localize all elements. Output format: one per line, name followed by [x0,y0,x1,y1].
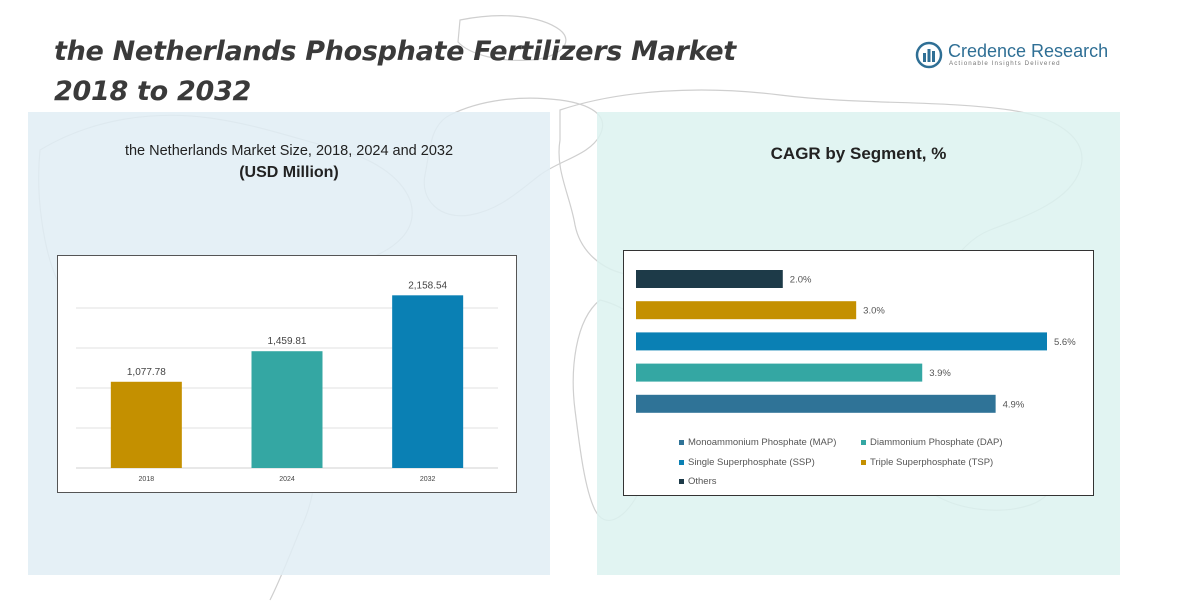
legend-label: Monoammonium Phosphate (MAP) [688,437,837,448]
legend-item-3: Triple Superphosphate (TSP) [861,457,993,468]
title-line-1: the Netherlands Phosphate Fertilizers Ma… [54,36,736,67]
legend-swatch [861,440,866,445]
cagr-bar-4 [636,394,996,413]
bar-value-label-2032: 2,158.54 [408,280,447,291]
cagr-chart: 2.0% 3.0% 5.6% 3.9% 4.9% Monoammonium Phosph… [623,250,1094,496]
bar-2024 [251,351,323,468]
legend-label: Diammonium Phosphate (DAP) [870,437,1003,448]
legend-swatch [861,460,866,465]
bar-value-label-2018: 1,077.78 [127,367,166,378]
market-size-chart-svg: 1,077.78 2018 1,459.81 2024 2,158.54 2032 [76,280,498,483]
x-tick-label-2024: 2024 [279,476,295,483]
cagr-value-label-4: 4.9% [1003,399,1025,410]
legend-swatch [679,479,684,484]
legend-label: Triple Superphosphate (TSP) [870,457,994,468]
legend-item-2: Single Superphosphate (SSP) [679,457,815,468]
credence-research-logo: Credence Research Actionable Insights De… [915,40,1109,72]
cagr-value-label-2: 5.6% [1054,337,1076,348]
legend-label: Others [688,476,717,487]
market-size-unit: (USD Million) [239,164,339,181]
title-line-2: 2018 to 2032 [54,76,251,107]
market-size-subtitle: the Netherlands Market Size, 2018, 2024 … [124,143,454,159]
x-tick-label-2018: 2018 [139,476,155,483]
cagr-title: CAGR by Segment, % [770,144,947,163]
cagr-bar-1 [636,301,857,320]
logo-tagline: Actionable Insights Delivered [949,60,1061,67]
logo-name: Credence Research [948,41,1109,61]
cagr-bar-2 [636,332,1047,351]
market-size-chart: 1,077.78 2018 1,459.81 2024 2,158.54 2032 [57,255,517,493]
cagr-bar-0 [636,270,783,288]
legend-label: Single Superphosphate (SSP) [688,457,815,468]
legend-item-1: Diammonium Phosphate (DAP) [861,437,1003,448]
cagr-bar-3 [636,363,923,382]
legend-swatch [679,460,684,465]
cagr-value-label-0: 2.0% [790,275,812,286]
cagr-chart-svg: 2.0% 3.0% 5.6% 3.9% 4.9% [636,270,1076,413]
x-tick-label-2032: 2032 [420,476,436,483]
legend-item-0: Monoammonium Phosphate (MAP) [679,437,836,448]
page-title: the Netherlands Phosphate Fertilizers Ma… [54,32,736,112]
cagr-value-label-1: 3.0% [863,306,885,317]
bar-chart-logo-icon [915,41,943,69]
legend-item-4: Others [679,476,717,487]
bar-value-label-2024: 1,459.81 [268,336,307,347]
legend-swatch [679,440,684,445]
bar-2018 [110,381,182,468]
bar-2032 [392,295,464,468]
cagr-value-label-3: 3.9% [929,368,951,379]
